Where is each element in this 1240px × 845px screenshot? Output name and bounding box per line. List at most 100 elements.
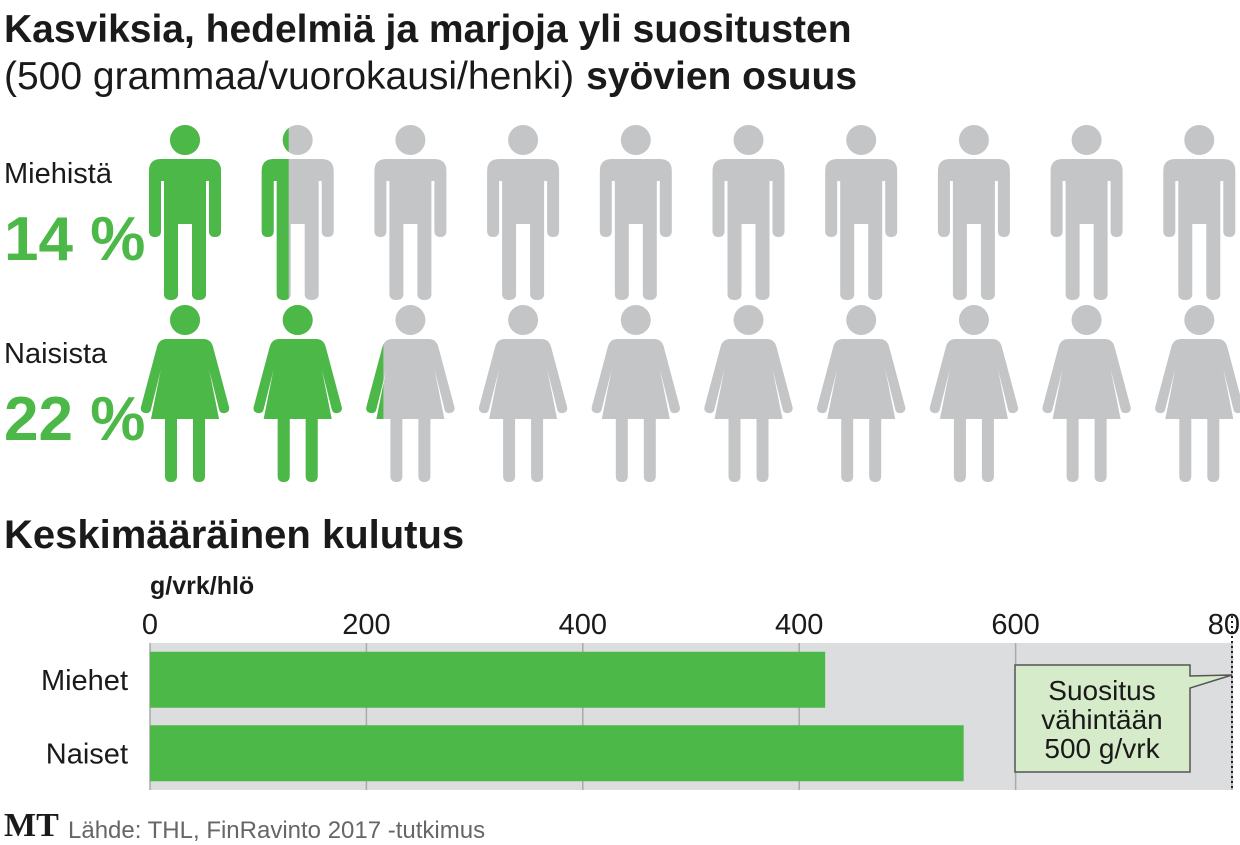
figure <box>1155 305 1240 482</box>
figure-part <box>478 305 568 482</box>
figure-part <box>929 305 1019 482</box>
x-tick-label: 400 <box>775 609 823 641</box>
figure-body <box>817 339 906 482</box>
figure <box>929 305 1019 482</box>
subtitle-bold: syövien osuus <box>586 55 857 98</box>
figure-body <box>929 339 1019 482</box>
annotation-text: 500 g/vrk <box>1044 733 1160 764</box>
figure-body <box>149 159 221 300</box>
row-value: 14 % <box>4 205 145 274</box>
chart-title: Keskimääräinen kulutus <box>4 513 464 557</box>
figure-body <box>140 339 230 482</box>
figure-part <box>261 128 289 300</box>
source: Lähde: THL, FinRavinto 2017 -tutkimus <box>68 817 485 844</box>
figure-body <box>1042 339 1131 482</box>
figure-part <box>817 305 906 482</box>
figure-body <box>253 339 342 482</box>
figure-head <box>395 125 426 155</box>
bar <box>150 725 964 782</box>
figure-body <box>366 339 455 482</box>
figure-head <box>846 125 877 155</box>
figure-part <box>253 305 342 482</box>
figure-body <box>937 159 1010 300</box>
subtitle-normal: (500 grammaa/vuorokausi/henki) <box>4 55 574 98</box>
figure-part <box>149 125 221 300</box>
figure-part <box>1163 125 1236 300</box>
figure-body <box>591 339 680 482</box>
x-tick-label: 0 <box>142 609 158 641</box>
figure-head <box>282 128 289 152</box>
bar <box>150 651 826 708</box>
annotation-text: Suositus <box>1048 675 1155 706</box>
x-tick-label: 800 <box>1208 609 1240 641</box>
figure-body <box>599 159 672 300</box>
figure <box>825 125 898 300</box>
figure-body <box>712 159 785 300</box>
bar-chart: 0 200 400 400 600 800 Miehet Naiset Suositusvähi… <box>41 609 1240 790</box>
figure-part <box>1050 125 1123 300</box>
figure <box>591 305 680 482</box>
figure-part <box>487 125 560 300</box>
figure <box>140 305 230 482</box>
logo: MT <box>4 807 59 844</box>
y-tick-label: Miehet <box>41 665 128 697</box>
figure-body <box>704 339 793 482</box>
row-label: Naisista <box>4 338 108 370</box>
figure-head <box>1184 305 1215 335</box>
figure-part <box>374 125 447 300</box>
figure-head <box>620 125 651 155</box>
figure-head <box>958 125 989 155</box>
figure-head <box>733 305 764 335</box>
figure-body <box>1163 159 1236 300</box>
figure-head <box>170 125 200 155</box>
figure-body <box>1050 159 1123 300</box>
figure <box>712 125 785 300</box>
figure-head <box>395 305 426 335</box>
figure <box>261 125 334 300</box>
figure-head <box>1184 125 1215 155</box>
row-value: 22 % <box>4 385 145 454</box>
figure-body <box>366 344 384 419</box>
figure-part <box>366 305 455 482</box>
y-tick-label: Naiset <box>46 738 128 770</box>
figure-head <box>282 305 313 335</box>
figure <box>366 305 455 482</box>
figure <box>599 125 672 300</box>
figure <box>149 125 221 300</box>
figure-part <box>825 125 898 300</box>
figure-head <box>282 125 313 155</box>
figure <box>487 125 560 300</box>
figure-part <box>1042 305 1131 482</box>
figure <box>1042 305 1131 482</box>
figure-part <box>1155 305 1240 482</box>
figure-body <box>1155 339 1240 482</box>
pictogram: Miehistä 14 % Naisista 22 % <box>4 125 1240 482</box>
row-label: Miehistä <box>4 158 113 190</box>
x-tick-label: 200 <box>342 609 390 641</box>
figure-body <box>825 159 898 300</box>
subtitle: (500 grammaa/vuorokausi/henki) syövien os… <box>4 55 857 98</box>
figure-head <box>846 305 877 335</box>
figure-head <box>620 305 651 335</box>
figure <box>704 305 793 482</box>
figure-head <box>733 125 764 155</box>
axis-label: g/vrk/hlö <box>150 572 254 600</box>
figure <box>1163 125 1236 300</box>
figure-head <box>1071 305 1102 335</box>
figure <box>937 125 1010 300</box>
figure-head <box>1071 125 1102 155</box>
figure-part <box>704 305 793 482</box>
figure-part <box>140 305 230 482</box>
figure-part <box>712 125 785 300</box>
figure-part <box>599 125 672 300</box>
annotation-text: vähintään <box>1041 704 1162 735</box>
x-tick-label: 400 <box>559 609 607 641</box>
figure-part <box>366 344 384 419</box>
figure-part <box>937 125 1010 300</box>
title: Kasviksia, hedelmiä ja marjoja yli suosi… <box>4 8 852 51</box>
figure <box>478 305 568 482</box>
figure <box>1050 125 1123 300</box>
annotation-box <box>1014 664 1233 773</box>
figure <box>817 305 906 482</box>
figure-body <box>478 339 568 482</box>
